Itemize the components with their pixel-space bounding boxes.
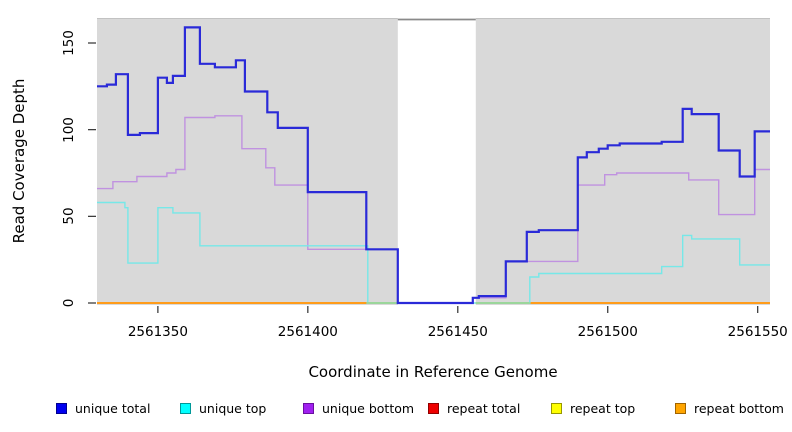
x-tick-label: 2561400	[277, 324, 338, 340]
x-axis-title: Coordinate in Reference Genome	[308, 363, 558, 381]
series-unique-total	[97, 26, 770, 305]
x-tick-label: 2561550	[727, 324, 788, 340]
y-tick-label: 100	[61, 116, 77, 143]
x-tick-label: 2561500	[577, 324, 638, 340]
y-tick-label: 150	[61, 30, 77, 56]
y-tick-label: 0	[61, 298, 77, 308]
y-tick-label: 50	[61, 207, 77, 225]
series-unique-bottom	[97, 115, 770, 304]
masked-region	[397, 18, 476, 305]
y-axis-title: Read Coverage Depth	[10, 78, 28, 244]
x-tick-label: 2561450	[427, 324, 488, 340]
x-tick-label: 2561350	[127, 324, 188, 340]
